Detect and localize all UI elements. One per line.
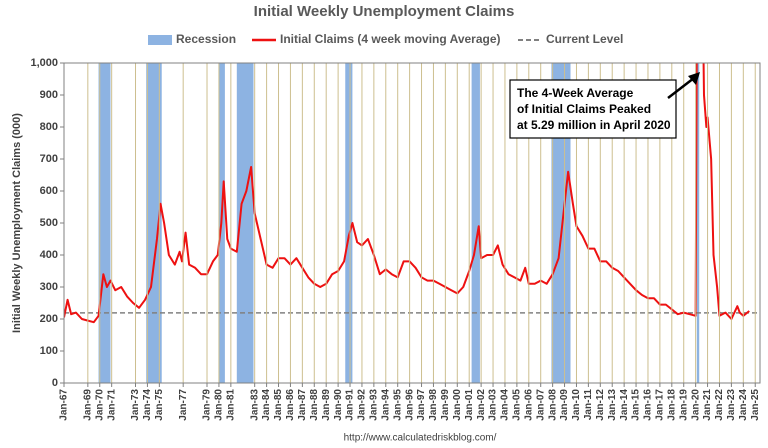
claims-line bbox=[64, 63, 750, 324]
x-tick-label: Jan-21 bbox=[702, 389, 713, 421]
recession-band bbox=[551, 63, 571, 383]
x-tick-label: Jan-06 bbox=[523, 389, 534, 421]
x-tick-label: Jan-83 bbox=[249, 389, 260, 421]
y-tick-label: 700 bbox=[40, 153, 58, 165]
x-tick-label: Jan-93 bbox=[369, 389, 380, 421]
x-tick-label: Jan-25 bbox=[750, 389, 761, 421]
x-tick-label: Jan-04 bbox=[500, 389, 511, 421]
legend-swatch bbox=[148, 35, 172, 45]
x-tick-label: Jan-01 bbox=[464, 389, 475, 421]
x-tick-label: Jan-18 bbox=[666, 389, 677, 421]
x-tick-label: Jan-79 bbox=[202, 389, 213, 421]
x-tick-label: Jan-69 bbox=[82, 389, 93, 421]
x-tick-label: Jan-95 bbox=[392, 389, 403, 421]
x-tick-label: Jan-87 bbox=[297, 389, 308, 421]
y-tick-label: 1,000 bbox=[30, 57, 58, 69]
plot-area bbox=[64, 63, 760, 383]
recession-band bbox=[98, 63, 111, 383]
x-tick-label: Jan-15 bbox=[631, 389, 642, 421]
x-tick-label: Jan-08 bbox=[547, 389, 558, 421]
x-tick-label: Jan-96 bbox=[404, 389, 415, 421]
y-tick-label: 600 bbox=[40, 185, 58, 197]
x-tick-label: Jan-09 bbox=[559, 389, 570, 421]
x-tick-label: Jan-14 bbox=[619, 389, 630, 421]
x-tick-label: Jan-73 bbox=[130, 389, 141, 421]
x-tick-label: Jan-03 bbox=[488, 389, 499, 421]
y-tick-label: 200 bbox=[40, 313, 58, 325]
annotation-text: of Initial Claims Peaked bbox=[517, 102, 651, 116]
annotation-text: at 5.29 million in April 2020 bbox=[517, 118, 671, 132]
x-tick-label: Jan-11 bbox=[583, 389, 594, 421]
x-tick-label: Jan-85 bbox=[273, 389, 284, 421]
x-tick-label: Jan-22 bbox=[714, 389, 725, 421]
y-tick-label: 300 bbox=[40, 281, 58, 293]
x-tick-label: Jan-75 bbox=[154, 389, 165, 421]
recession-band bbox=[146, 63, 162, 383]
x-tick-label: Jan-19 bbox=[678, 389, 689, 421]
recession-band bbox=[696, 63, 700, 383]
x-tick-label: Jan-91 bbox=[345, 389, 356, 421]
y-tick-label: 100 bbox=[40, 345, 58, 357]
x-tick-label: Jan-81 bbox=[225, 389, 236, 421]
x-tick-label: Jan-20 bbox=[690, 389, 701, 421]
x-tick-label: Jan-16 bbox=[643, 389, 654, 421]
y-tick-label: 900 bbox=[40, 89, 58, 101]
x-tick-label: Jan-92 bbox=[357, 389, 368, 421]
x-tick-label: Jan-67 bbox=[59, 389, 70, 421]
annotation-arrowhead bbox=[688, 72, 700, 85]
x-tick-label: Jan-99 bbox=[440, 389, 451, 421]
y-axis-title: Initial Weekly Unemployment Claims (000) bbox=[11, 113, 23, 333]
x-tick-label: Jan-70 bbox=[94, 389, 105, 421]
x-tick-label: Jan-84 bbox=[261, 389, 272, 421]
legend-label: Current Level bbox=[546, 32, 623, 46]
annotation-text: The 4-Week Average bbox=[517, 86, 634, 100]
x-tick-label: Jan-71 bbox=[106, 389, 117, 421]
legend-label: Recession bbox=[176, 32, 236, 46]
x-tick-label: Jan-88 bbox=[309, 389, 320, 421]
footer: http://www.calculatedriskblog.com/ bbox=[344, 433, 497, 444]
x-tick-label: Jan-13 bbox=[607, 389, 618, 421]
x-tick-label: Jan-80 bbox=[214, 389, 225, 421]
x-tick-label: Jan-24 bbox=[738, 389, 749, 421]
x-tick-label: Jan-12 bbox=[595, 389, 606, 421]
recession-band bbox=[236, 63, 254, 383]
x-tick-label: Jan-77 bbox=[178, 389, 189, 421]
x-tick-label: Jan-05 bbox=[512, 389, 523, 421]
chart-title: Initial Weekly Unemployment Claims bbox=[254, 3, 515, 20]
x-tick-label: Jan-90 bbox=[333, 389, 344, 421]
x-tick-label: Jan-97 bbox=[416, 389, 427, 421]
legend-label: Initial Claims (4 week moving Average) bbox=[280, 32, 501, 46]
annotation-box bbox=[509, 79, 677, 139]
y-tick-label: 400 bbox=[40, 249, 58, 261]
y-tick-label: 800 bbox=[40, 121, 58, 133]
x-tick-label: Jan-98 bbox=[428, 389, 439, 421]
x-tick-label: Jan-74 bbox=[142, 389, 153, 421]
x-tick-label: Jan-10 bbox=[571, 389, 582, 421]
y-tick-label: 500 bbox=[40, 217, 58, 229]
x-tick-label: Jan-89 bbox=[321, 389, 332, 421]
x-tick-label: Jan-23 bbox=[726, 389, 737, 421]
x-tick-label: Jan-00 bbox=[452, 389, 463, 421]
recession-band bbox=[471, 63, 480, 383]
recession-band bbox=[345, 63, 353, 383]
x-tick-label: Jan-94 bbox=[380, 389, 391, 421]
x-tick-label: Jan-17 bbox=[655, 389, 666, 421]
x-tick-label: Jan-86 bbox=[285, 389, 296, 421]
annotation-arrow bbox=[667, 77, 695, 99]
plot-border bbox=[63, 62, 761, 384]
x-tick-label: Jan-07 bbox=[535, 389, 546, 421]
y-tick-label: 0 bbox=[52, 377, 58, 389]
x-tick-label: Jan-02 bbox=[476, 389, 487, 421]
